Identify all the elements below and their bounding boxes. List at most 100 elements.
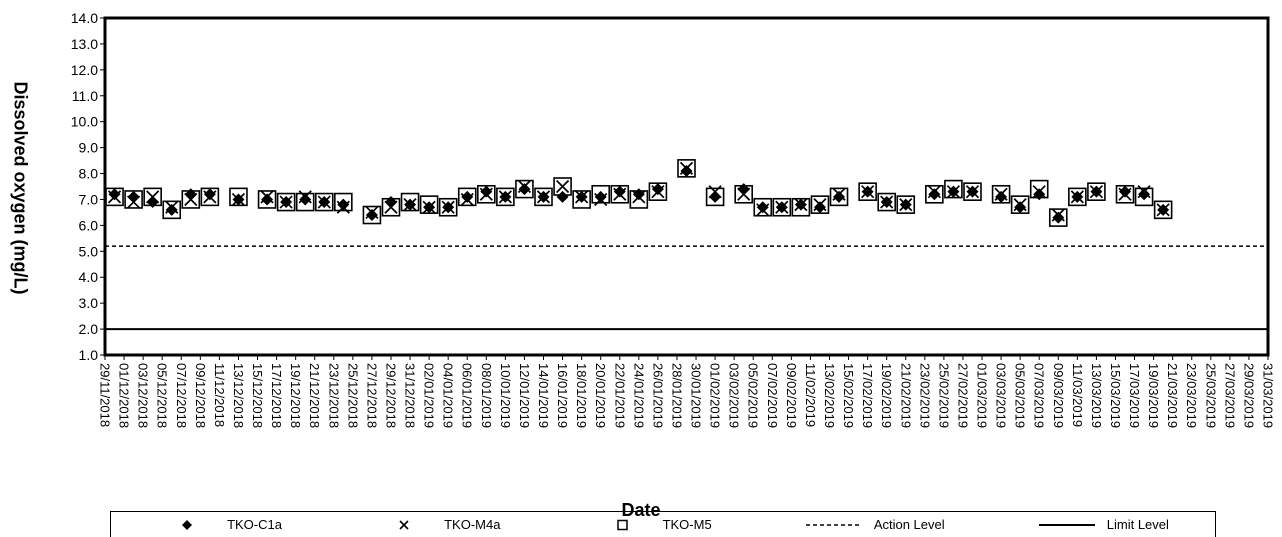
y-tick-label: 6.0 (79, 217, 99, 233)
x-tick-label: 09/03/2019 (1051, 363, 1066, 428)
x-tick-label: 16/01/2019 (555, 363, 570, 428)
tko-c1a-marker (480, 185, 493, 198)
tko-m4a-marker (1032, 185, 1046, 199)
legend-label: TKO-C1a (227, 517, 282, 532)
x-tick-label: 28/01/2019 (669, 363, 684, 428)
x-tick-label: 15/12/2018 (250, 363, 265, 428)
tko-m4a-marker (679, 161, 694, 175)
tko-m5-marker (810, 195, 830, 214)
x-tick-label: 11/02/2019 (803, 363, 818, 427)
tko-m4a-marker (965, 185, 980, 199)
tko-c1a-marker (299, 193, 312, 206)
x-tick-label: 19/02/2019 (879, 363, 894, 428)
tko-m5-marker (629, 190, 649, 209)
x-tick-label: 31/03/2019 (1261, 363, 1276, 428)
x-tick-label: 27/03/2019 (1222, 363, 1237, 428)
tko-c1a-marker (813, 201, 826, 214)
tko-m5-marker (791, 197, 811, 217)
tko-c1a-marker (995, 190, 1008, 203)
x-tick-label: 15/02/2019 (841, 363, 856, 428)
x-tick-label: 05/03/2019 (1013, 363, 1028, 428)
x-tick-label: 10/01/2019 (498, 363, 513, 428)
x-tick-label: 09/12/2018 (193, 363, 208, 428)
y-axis-title: Dissolved oxygen (mg/L) (10, 81, 31, 295)
tko-c1a-marker (632, 188, 645, 201)
x-tick-label: 01/02/2019 (708, 363, 723, 428)
y-tick-label: 7.0 (79, 191, 99, 207)
tko-m5-marker (419, 195, 439, 214)
x-tick-label: 23/03/2019 (1184, 363, 1199, 428)
tko-m5-marker (963, 182, 982, 201)
tko-m5-marker (1134, 187, 1154, 207)
x-tick-label: 11/12/2018 (212, 363, 227, 427)
x-tick-label: 24/01/2019 (631, 363, 646, 428)
tko-m5-marker (200, 187, 220, 207)
tko-c1a-marker (261, 193, 274, 206)
tko-m5-marker (314, 192, 334, 212)
y-tick-label: 13.0 (71, 36, 98, 52)
x-tick-label: 21/02/2019 (898, 363, 913, 428)
tko-m4a-marker (184, 192, 198, 207)
tko-m4a-marker (555, 179, 570, 194)
tko-m4a-marker (536, 190, 551, 204)
diamond-marker-icon (182, 519, 193, 530)
x-tick-label: 08/01/2019 (479, 363, 494, 428)
x-tick-label: 18/01/2019 (574, 363, 589, 428)
tko-m5-marker (677, 159, 696, 178)
tko-c1a-marker (613, 185, 626, 198)
tko-m5-marker (572, 190, 591, 209)
dashed-line-icon (805, 523, 862, 526)
x-tick-label: 22/01/2019 (612, 363, 627, 428)
tko-c1a-marker (518, 183, 531, 196)
x-tick-label: 06/01/2019 (460, 363, 475, 428)
tko-m5-marker (295, 192, 315, 212)
x-tick-label: 05/12/2018 (155, 363, 170, 428)
x-tick-label: 30/01/2019 (689, 363, 704, 428)
tko-m4a-marker (517, 179, 532, 194)
x-tick-label: 19/12/2018 (288, 363, 303, 428)
y-axis-title-box: Dissolved oxygen (mg/L) (0, 0, 40, 400)
x-tick-label: 19/03/2019 (1146, 363, 1161, 428)
tko-m4a-marker (260, 190, 274, 204)
tko-m5-marker (553, 177, 572, 196)
x-tick-label: 31/12/2018 (403, 363, 418, 428)
tko-m4a-marker (994, 187, 1008, 201)
tko-m4a-marker (126, 195, 141, 209)
legend-item-limit-level: Limit Level (1037, 517, 1169, 532)
tko-m5-marker (181, 190, 201, 209)
tko-m4a-marker (441, 200, 455, 214)
x-tick-label: 23/12/2018 (326, 363, 341, 428)
tko-m4a-marker (1156, 203, 1170, 217)
x-tick-label: 17/02/2019 (860, 363, 875, 428)
tko-m5-marker (991, 184, 1011, 204)
tko-m5-marker (477, 184, 496, 204)
tko-m5-marker (648, 182, 668, 201)
tko-m5-marker (334, 192, 353, 212)
tko-m5-marker (381, 197, 401, 217)
y-tick-label: 1.0 (79, 347, 99, 363)
legend: TKO-C1a TKO-M4a TKO-M5 Action Level Limi… (110, 511, 1216, 537)
tko-m4a-marker (165, 200, 179, 214)
tko-m5-marker (143, 187, 162, 207)
tko-m5-marker (944, 179, 963, 199)
tko-m4a-marker (146, 190, 160, 204)
tko-c1a-marker (651, 183, 664, 196)
y-tick-label: 2.0 (79, 321, 99, 337)
y-axis-ticks: 1.0 2.0 3.0 4.0 5.0 6.0 7.0 8.0 9.0 10.0 11.0 12.0 1… (71, 10, 105, 363)
tko-c1a-marker (461, 190, 474, 203)
legend-item-tko-m4a: TKO-M4a (374, 517, 500, 532)
solid-line-icon (1038, 523, 1095, 526)
tko-m5-marker (162, 200, 182, 220)
y-tick-label: 14.0 (71, 10, 98, 26)
y-tick-label: 3.0 (79, 295, 99, 311)
tko-m4a-marker (460, 192, 474, 207)
tko-m4a-marker (1089, 185, 1104, 199)
tko-m5-marker (438, 197, 458, 217)
tko-m5-marker (496, 187, 515, 207)
plot-frame (103, 16, 1270, 357)
tko-m4a-marker (1118, 187, 1132, 201)
tko-m4a-marker (861, 185, 875, 199)
tko-m4a-marker (927, 185, 941, 199)
tko-m5-marker (1068, 187, 1087, 207)
tko-m4a-marker (317, 195, 331, 209)
